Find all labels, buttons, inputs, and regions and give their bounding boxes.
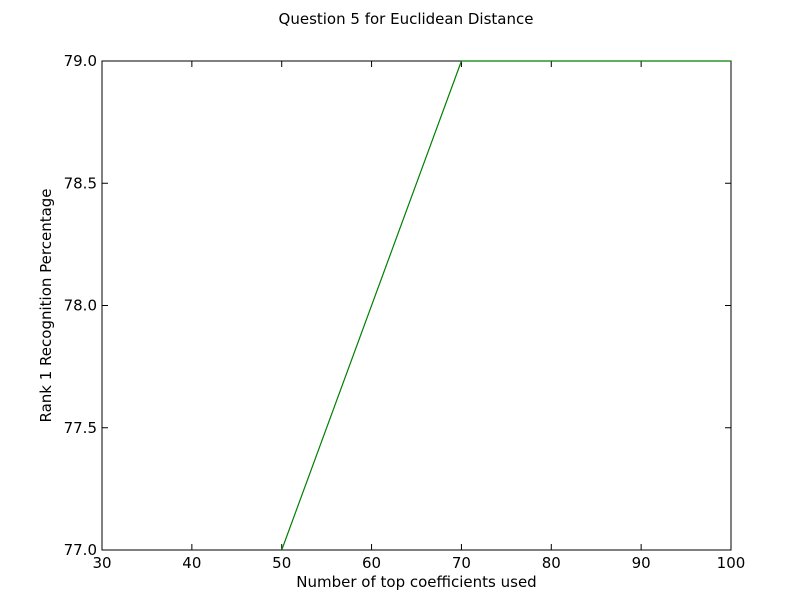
- y-axis-label: Rank 1 Recognition Percentage: [37, 188, 55, 422]
- x-tick-label: 70: [452, 554, 471, 572]
- x-tick-label: 40: [182, 554, 201, 572]
- y-tick-label: 77.5: [64, 419, 97, 437]
- y-tick-label: 79.0: [64, 52, 97, 70]
- x-tick-label: 60: [362, 554, 381, 572]
- plot-area: 30 40 50 60 70 80 90 100 77.0 77.5 78.0 78.5 79.0: [64, 52, 746, 572]
- series-line-0: [281, 60, 731, 551]
- y-tick-label: 78.5: [64, 174, 97, 192]
- x-axis-label: Number of top coefficients used: [296, 573, 536, 591]
- plot-frame: [101, 60, 732, 551]
- x-tick-label: 50: [272, 554, 291, 572]
- chart-title: Question 5 for Euclidean Distance: [279, 10, 534, 28]
- x-tick-label: 30: [92, 554, 111, 572]
- x-tick-label: 80: [542, 554, 561, 572]
- y-tick-label: 77.0: [64, 541, 97, 559]
- x-tick-label: 90: [632, 554, 651, 572]
- x-tick-label: 100: [717, 554, 746, 572]
- y-tick-label: 78.0: [64, 297, 97, 315]
